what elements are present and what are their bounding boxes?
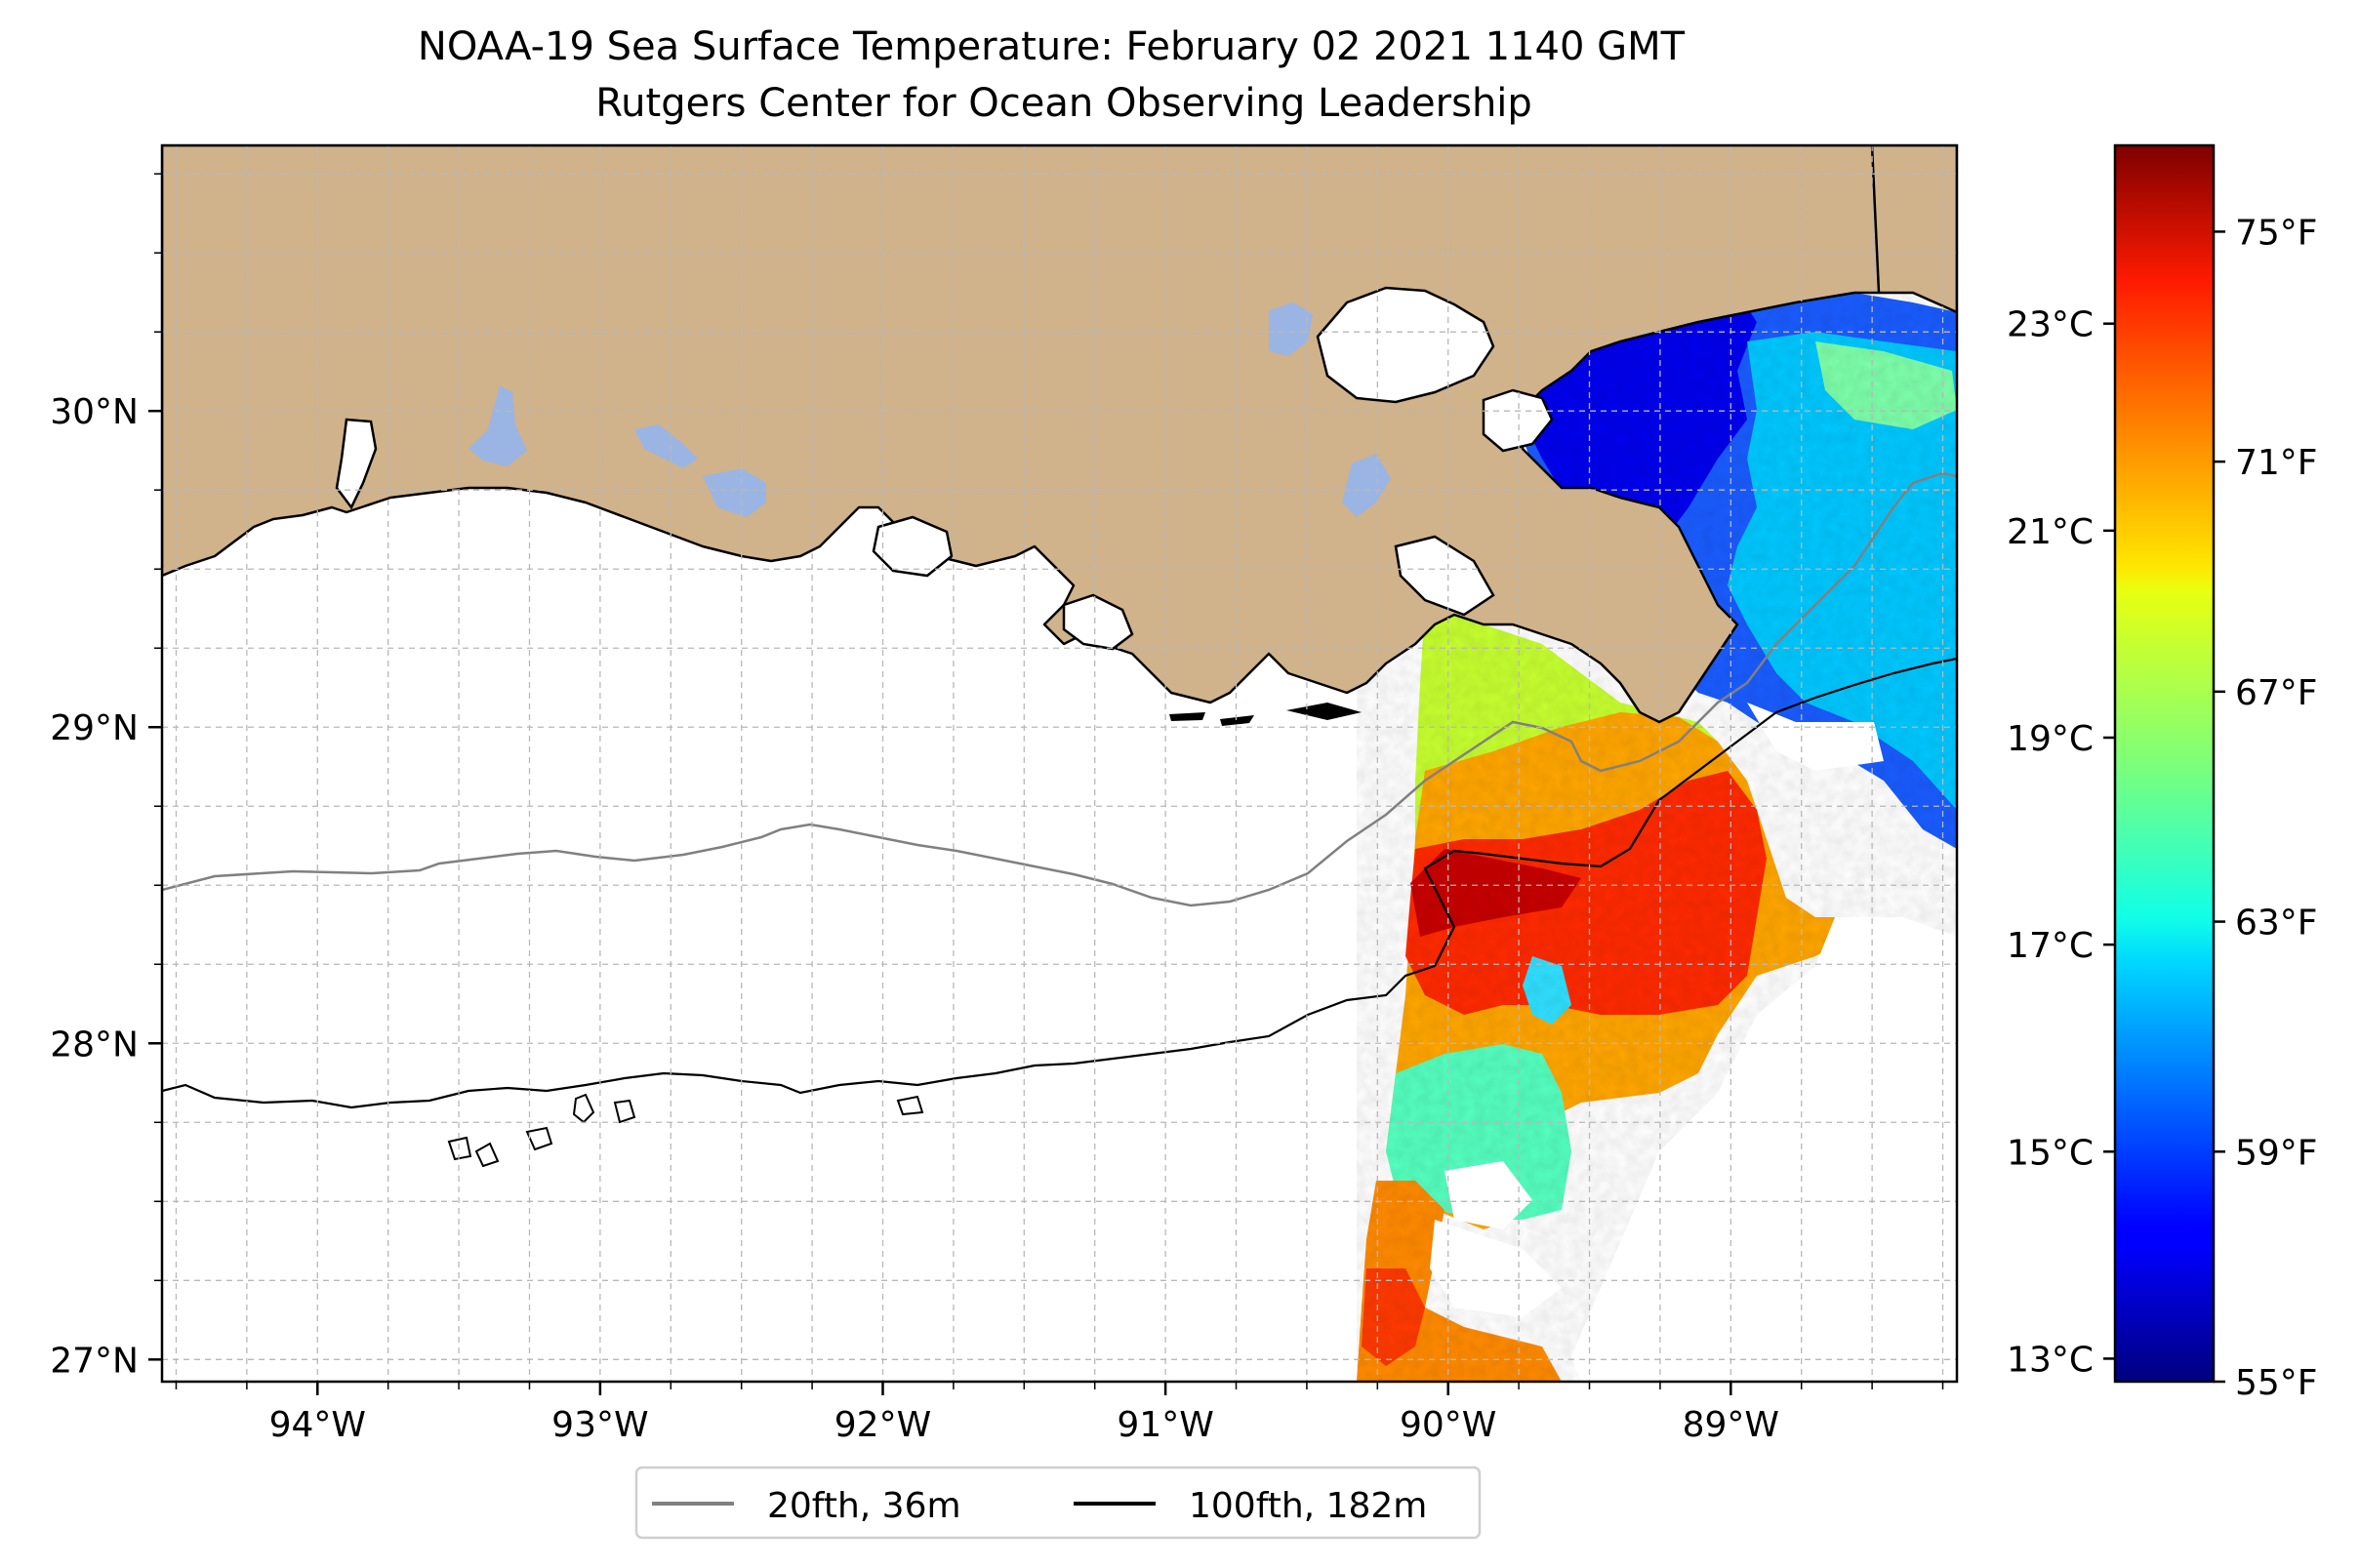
isobath-100fth-islet-1: [572, 1093, 595, 1124]
colorbar-label-c: 19°C: [2007, 719, 2094, 759]
sst-swath: [1357, 283, 1957, 1382]
state-border: [1870, 145, 1881, 294]
cloud-gap-2: [1444, 1161, 1532, 1229]
colorbar-label-c: 23°C: [2007, 305, 2094, 345]
colorbar-label-f: 71°F: [2235, 443, 2318, 483]
isobath-100fth-islet-3: [447, 1136, 472, 1161]
colorbar-label-f: 67°F: [2235, 673, 2318, 713]
lat-tick-label: 27°N: [50, 1341, 139, 1381]
lake-borgne: [1482, 388, 1554, 453]
colorbar-label-c: 21°C: [2007, 512, 2094, 552]
cloud-gap-4: [1571, 917, 1957, 1382]
lat-tick-label: 28°N: [50, 1025, 139, 1065]
colorbar-ticks: 55°F 59°F 63°F 67°F 71°F 75°F 13°C 15°C 17°C 19°C…: [2007, 213, 2317, 1403]
lake-white-lake: [703, 468, 766, 517]
colorbar-label-f: 55°F: [2235, 1363, 2318, 1403]
colorbar-label-c: 17°C: [2007, 926, 2094, 966]
map-frame: [160, 143, 1959, 1384]
lon-tick-label: 92°W: [834, 1405, 931, 1445]
isobath-100fth-islet-6: [896, 1095, 924, 1116]
cloud-gap-3: [1430, 1220, 1562, 1317]
isobath-100fth-islet-2: [613, 1099, 636, 1124]
isobath-100fth: [162, 657, 1957, 1109]
legend: 20fth, 36m 100fth, 182m: [634, 1466, 1482, 1540]
lon-tick-label: 90°W: [1400, 1405, 1496, 1445]
barrier-island-2: [1220, 715, 1254, 726]
lat-tick-label: 30°N: [50, 392, 139, 432]
lat-tick-label: 29°N: [50, 708, 139, 748]
colorbar-label-c: 13°C: [2007, 1340, 2094, 1380]
land-mass: [162, 145, 1957, 724]
lon-tick-label: 93°W: [551, 1405, 648, 1445]
atchafalaya-bay: [1062, 593, 1134, 651]
colorbar-gradient: [2113, 143, 2216, 1384]
lon-tick-label: 94°W: [269, 1405, 366, 1445]
vermilion-bay: [872, 515, 954, 578]
barrier-island-3: [1286, 703, 1362, 720]
lake-verret: [1342, 454, 1391, 517]
isobath-100fth-islet-5: [525, 1126, 553, 1151]
colorbar: 55°F 59°F 63°F 67°F 71°F 75°F 13°C 15°C 17°C 19°C…: [2007, 143, 2318, 1403]
lon-tick-label: 91°W: [1117, 1405, 1213, 1445]
colorbar-label-c: 15°C: [2007, 1133, 2094, 1173]
lake-lake-charles: [468, 385, 527, 466]
lon-tick-label: 89°W: [1683, 1405, 1779, 1445]
barrier-island-1: [1169, 712, 1205, 721]
gridlines: [162, 145, 1957, 1382]
cloud-gap-1: [1747, 703, 1884, 771]
legend-box: [634, 1466, 1482, 1540]
figure-subtitle: Rutgers Center for Ocean Observing Leade…: [595, 81, 1532, 126]
colorbar-label-f: 75°F: [2235, 213, 2318, 253]
lake-pontchartrain: [1316, 286, 1495, 404]
barataria-bay: [1394, 535, 1495, 617]
figure-title: NOAA-19 Sea Surface Temperature: Februar…: [418, 24, 1686, 69]
lake-grand-lake: [634, 424, 698, 468]
legend-label-20fth: 20fth, 36m: [767, 1486, 961, 1526]
colorbar-label-f: 63°F: [2235, 904, 2318, 944]
lake-grand-lake-2: [1269, 302, 1313, 356]
isobath-100fth-islet-4: [474, 1142, 500, 1168]
map-panel: 94°W 93°W 92°W 91°W 90°W 89°W 27°N 28°N 29°N 30°N: [50, 143, 1959, 1445]
colorbar-label-f: 59°F: [2235, 1133, 2318, 1173]
calcasieu-lake: [335, 418, 378, 510]
legend-label-100fth: 100fth, 182m: [1189, 1486, 1427, 1526]
isobath-20fth: [162, 471, 1957, 907]
map-ticks: 94°W 93°W 92°W 91°W 90°W 89°W 27°N 28°N 29°N 30°N: [50, 173, 1944, 1445]
